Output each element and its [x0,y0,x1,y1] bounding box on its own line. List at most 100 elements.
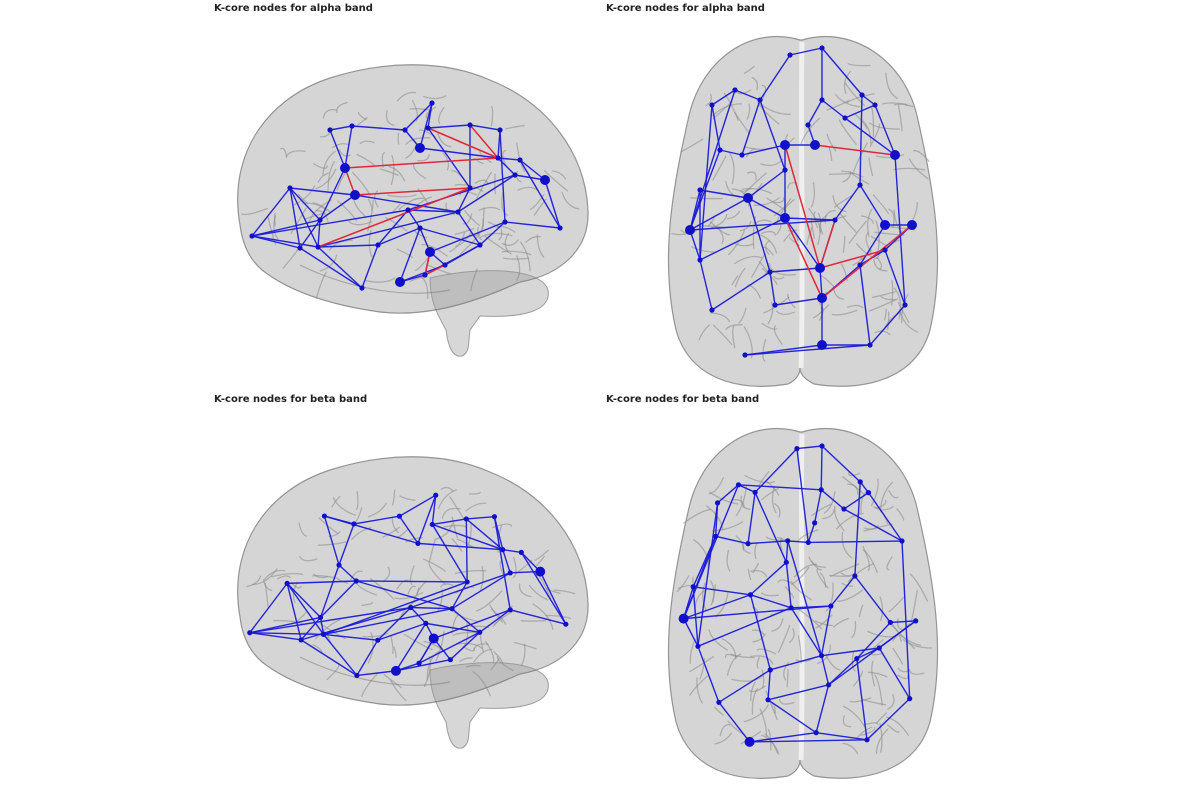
network-edge [807,99,823,126]
gyrus-fold [680,138,704,153]
network-edge [519,159,546,181]
gyrus-fold [840,263,848,282]
gyrus-fold [479,565,484,591]
gyrus-fold [423,95,447,100]
gyrus-fold [477,227,483,241]
gyrus-fold [361,672,379,697]
gyrus-fold [752,633,766,643]
network-edge [457,174,516,213]
network-edge [451,572,511,610]
gyrus-fold [443,524,468,528]
network-node [767,269,773,275]
network-edge [747,197,786,219]
gyrus-fold [464,210,480,227]
network-node [423,620,429,626]
network-edge [843,508,903,542]
network-edge [844,104,876,119]
network-edge [869,304,906,346]
gyrus-fold [425,106,437,119]
gyrus-fold [370,578,395,600]
gyrus-fold [751,76,759,91]
gyrus-fold [812,304,830,319]
gyrus-fold [884,308,887,321]
gyrus-fold [472,671,491,697]
network-node [902,302,908,308]
gyrus-fold [743,65,755,74]
gyrus-fold [732,325,736,349]
gyrus-fold [336,101,348,114]
network-edge [356,580,453,610]
gyrus-fold [470,268,478,292]
gyrus-fold [696,677,703,704]
network-node [467,185,473,191]
gyrus-fold [331,495,341,508]
gyrus-fold [326,664,340,681]
gyrus-fold [382,526,400,538]
gyrus-fold [791,566,810,586]
network-edge [683,605,831,620]
gyrus-fold [865,232,872,254]
gyrus-fold [474,179,489,185]
network-edge [417,494,437,544]
network-edge [770,654,822,671]
network-edge [323,515,340,566]
gyrus-fold [437,489,457,510]
gyrus-fold [739,221,752,232]
network-node [433,492,439,498]
gyrus-fold [390,154,395,185]
gyrus-fold [823,491,836,514]
gyrus-fold [752,216,757,249]
gyrus-fold [428,538,436,563]
network-edge [693,586,751,596]
gyrus-fold [888,490,899,499]
network-edge [344,125,353,169]
network-edge [878,647,911,699]
gyrus-fold [884,312,902,328]
network-node [477,242,483,248]
network-node [375,242,381,248]
gyrus-fold [407,585,416,595]
network-node [780,140,790,150]
network-edge [395,659,451,672]
network-edge [324,515,419,545]
gyrus-fold [753,197,780,206]
gyrus-fold [769,267,797,276]
network-edge [399,227,421,283]
network-node [842,115,848,121]
gyrus-fold [528,584,549,601]
gyrus-fold [726,653,742,676]
network-edge [874,104,896,156]
network-edge [299,247,363,289]
gyrus-fold [786,669,789,688]
gyrus-fold [750,655,774,665]
gyrus-fold [862,120,872,145]
network-edge [808,540,903,544]
network-node [416,660,422,666]
network-node [354,672,360,679]
gyrus-fold [518,583,532,598]
network-edge [867,492,903,542]
network-edge [859,224,886,266]
network-edge [844,117,896,156]
panel-alpha-axial [667,35,939,387]
gyrus-fold [773,198,792,217]
gyrus-fold [761,734,780,755]
gyrus-fold [909,669,925,675]
network-edge [407,209,421,229]
gyrus-fold [533,549,549,561]
gyrus-fold [761,669,765,688]
network-edge [429,221,506,253]
gyrus-fold [764,262,771,275]
network-edge [539,571,567,625]
kcore-edge [469,124,499,159]
gyrus-fold [357,117,368,126]
gyrus-fold [319,254,338,272]
network-node [455,209,461,215]
gyrus-fold [825,655,841,671]
network-node [402,127,408,133]
gyrus-fold [709,312,731,323]
gyrus-fold [356,490,359,511]
network-node [757,97,763,103]
gyrus-fold [423,558,446,572]
